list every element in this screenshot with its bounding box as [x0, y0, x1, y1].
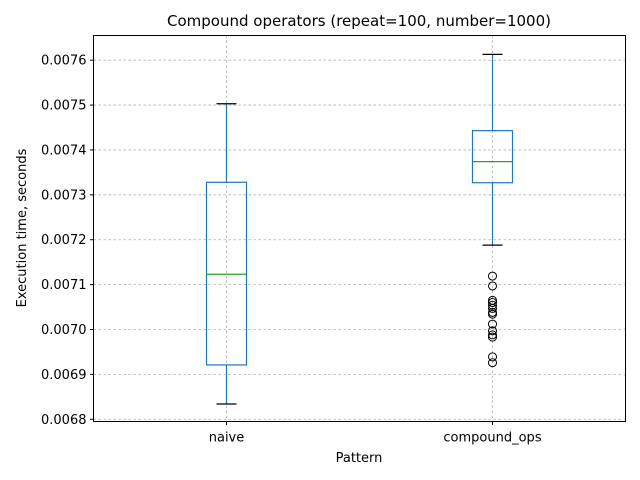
outlier-point — [488, 271, 497, 281]
y-tick-label: 0.0070 — [41, 323, 87, 338]
outlier-point — [488, 326, 497, 336]
chart-title: Compound operators (repeat=100, number=1… — [167, 12, 551, 30]
y-tick-label: 0.0074 — [41, 143, 87, 158]
outlier-point — [488, 352, 497, 362]
outlier-point — [488, 332, 497, 342]
y-tick-label: 0.0068 — [41, 413, 87, 428]
y-tick-label: 0.0073 — [41, 188, 87, 203]
y-tick-label: 0.0076 — [41, 54, 87, 69]
box-group-compound_ops — [471, 53, 514, 368]
grid-layer — [93, 35, 626, 422]
y-tick-label: 0.0071 — [41, 278, 87, 293]
x-tick-label: compound_ops — [443, 431, 541, 446]
outlier-point — [488, 358, 497, 368]
y-tick-label: 0.0075 — [41, 99, 87, 114]
outlier-point — [488, 300, 497, 310]
iqr-box — [471, 130, 514, 184]
outlier-point — [488, 303, 497, 313]
tick-layer: 0.0068 0.0069 0.0070 0.0071 0.0072 0.0073 0.00… — [41, 54, 542, 446]
y-tick-label: 0.0072 — [41, 233, 87, 248]
x-axis-label: Pattern — [336, 451, 383, 466]
plot-frame — [93, 35, 626, 422]
outlier-point — [488, 298, 497, 308]
outlier-point — [488, 319, 497, 329]
box-layer — [205, 53, 514, 405]
y-tick-label: 0.0069 — [41, 368, 87, 383]
outlier-point — [488, 309, 497, 319]
outlier-point — [488, 281, 497, 291]
outlier-point — [488, 330, 497, 340]
y-axis-label: Execution time, seconds — [15, 148, 30, 307]
iqr-box — [205, 181, 248, 366]
box-group-naive — [205, 103, 248, 405]
x-tick-label: naive — [209, 431, 245, 446]
